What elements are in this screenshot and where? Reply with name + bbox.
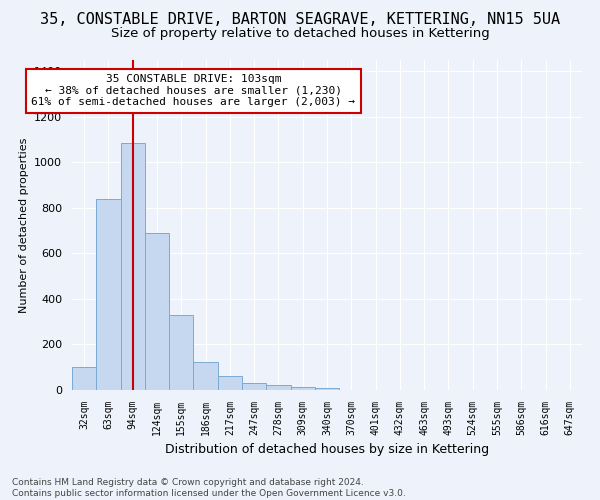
Bar — [145, 233, 169, 390]
X-axis label: Distribution of detached houses by size in Kettering: Distribution of detached houses by size … — [165, 444, 489, 456]
Text: 35 CONSTABLE DRIVE: 103sqm
← 38% of detached houses are smaller (1,230)
61% of s: 35 CONSTABLE DRIVE: 103sqm ← 38% of deta… — [31, 74, 355, 108]
Bar — [121, 143, 145, 390]
Bar — [242, 383, 266, 390]
Bar — [290, 386, 315, 390]
Bar — [169, 315, 193, 390]
Text: Size of property relative to detached houses in Kettering: Size of property relative to detached ho… — [110, 28, 490, 40]
Text: Contains HM Land Registry data © Crown copyright and database right 2024.
Contai: Contains HM Land Registry data © Crown c… — [12, 478, 406, 498]
Text: 35, CONSTABLE DRIVE, BARTON SEAGRAVE, KETTERING, NN15 5UA: 35, CONSTABLE DRIVE, BARTON SEAGRAVE, KE… — [40, 12, 560, 28]
Bar — [72, 367, 96, 390]
Y-axis label: Number of detached properties: Number of detached properties — [19, 138, 29, 312]
Bar — [96, 199, 121, 390]
Bar — [218, 376, 242, 390]
Bar — [193, 362, 218, 390]
Bar — [315, 388, 339, 390]
Bar — [266, 386, 290, 390]
